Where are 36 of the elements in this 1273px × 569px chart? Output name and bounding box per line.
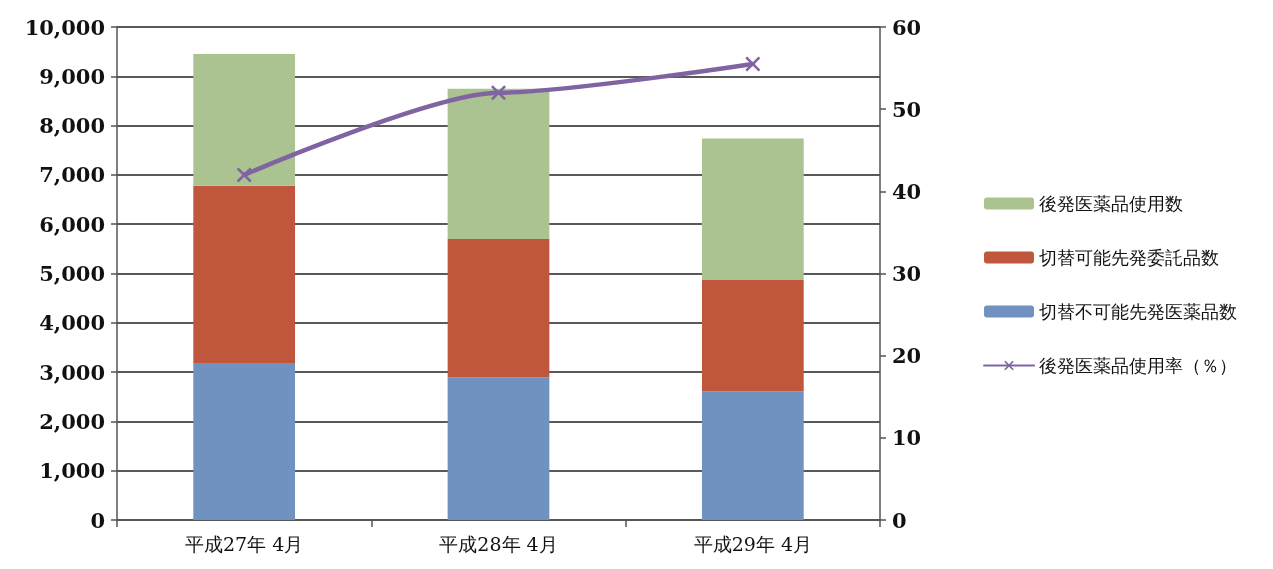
legend-label: 切替可能先発委託品数 [1039,247,1219,268]
bar [701,391,804,520]
y2-tick-label: 60 [892,14,922,40]
y-tick-label: 3,000 [39,359,105,385]
bar [447,88,550,239]
y-tick-label: 6,000 [39,211,105,237]
bar [447,377,550,520]
y-tick-label: 10,000 [24,14,105,40]
y-tick-label: 0 [90,507,105,533]
point [236,167,252,183]
y-tick-label: 5,000 [39,261,105,286]
point [491,85,506,101]
y-tick-label: 1,000 [39,458,105,484]
y-tick-label: 4,000 [39,310,105,336]
y2-tick-label: 10 [892,425,922,451]
y2-tick-label: 20 [892,343,922,369]
y-tick-label: 9,000 [39,63,105,89]
y2-tick-label: 40 [892,178,922,204]
y-tick-label: 7,000 [39,162,105,188]
y-tick-label: 8,000 [39,113,105,139]
y-tick-label: 2,000 [39,408,105,434]
legend-label: 後発医薬品使用数 [1039,193,1183,214]
bar [447,238,550,378]
x-tick-label: 平成29年 4月 [693,532,812,555]
bar [701,138,804,280]
y2-tick-label: 0 [892,507,907,533]
bar [193,363,296,520]
legend-label: 後発医薬品使用率（％） [1039,355,1237,376]
y2-tick-label: 50 [892,96,922,122]
x-tick-label: 平成27年 4月 [185,532,304,555]
x-tick-label: 平成28年 4月 [439,532,558,555]
y2-tick-label: 30 [892,261,922,286]
bar [193,185,296,364]
legend-label: 切替不可能先発医薬品数 [1039,301,1237,322]
bar [701,279,804,392]
bar [193,54,296,186]
